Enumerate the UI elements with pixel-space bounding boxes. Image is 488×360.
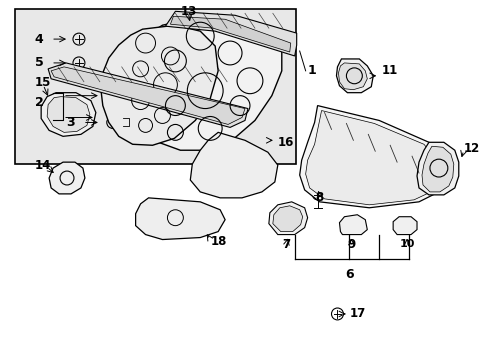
Polygon shape — [336, 59, 372, 93]
Polygon shape — [41, 93, 96, 136]
Text: 10: 10 — [399, 239, 414, 249]
Text: 6: 6 — [345, 268, 353, 281]
Polygon shape — [101, 25, 218, 145]
Polygon shape — [272, 206, 302, 231]
Text: 7: 7 — [282, 238, 290, 251]
Polygon shape — [421, 146, 453, 192]
Text: 2: 2 — [35, 96, 43, 109]
Text: 18: 18 — [210, 235, 226, 248]
Polygon shape — [305, 111, 438, 205]
Polygon shape — [49, 162, 85, 194]
Polygon shape — [339, 215, 366, 235]
Polygon shape — [48, 63, 247, 127]
Text: 11: 11 — [381, 64, 397, 77]
Text: 17: 17 — [349, 307, 365, 320]
Polygon shape — [190, 132, 277, 198]
Text: 15: 15 — [35, 76, 51, 89]
Polygon shape — [392, 217, 416, 235]
Text: 14: 14 — [35, 159, 51, 172]
Text: 9: 9 — [346, 238, 355, 251]
Text: 8: 8 — [315, 192, 323, 204]
Bar — [15, 9, 295, 164]
Text: 1: 1 — [307, 64, 316, 77]
Text: 5: 5 — [35, 57, 43, 69]
Text: 13: 13 — [180, 5, 196, 18]
Polygon shape — [125, 19, 281, 150]
Polygon shape — [268, 202, 307, 235]
Polygon shape — [170, 16, 290, 52]
Text: 3: 3 — [66, 116, 75, 129]
Polygon shape — [51, 67, 244, 125]
Polygon shape — [338, 63, 366, 90]
Text: 16: 16 — [277, 136, 294, 149]
Text: 12: 12 — [463, 142, 479, 155]
Polygon shape — [47, 96, 90, 132]
Text: 4: 4 — [35, 33, 43, 46]
Polygon shape — [135, 198, 224, 239]
Polygon shape — [165, 11, 296, 56]
Polygon shape — [416, 142, 458, 195]
Polygon shape — [299, 105, 446, 208]
